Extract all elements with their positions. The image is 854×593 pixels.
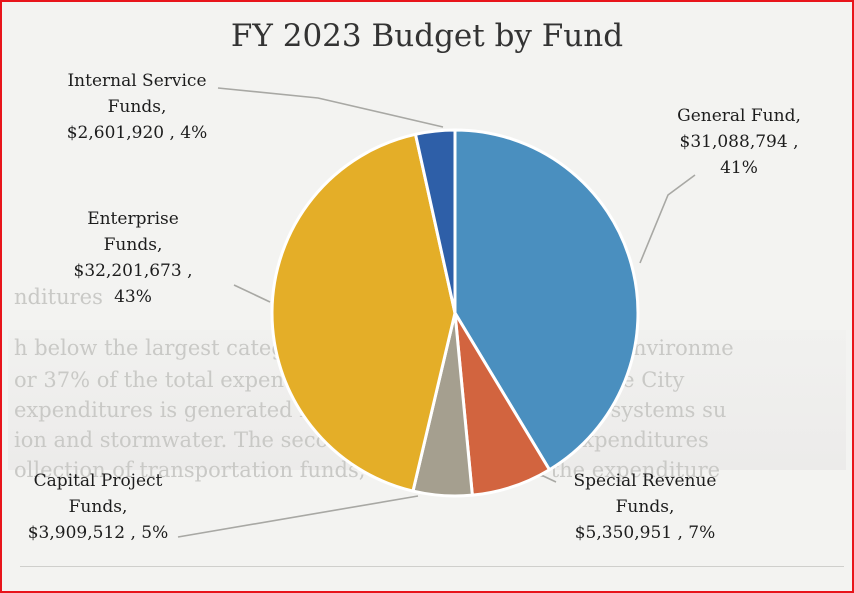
- label-capital-line: Capital Project: [33, 471, 163, 491]
- label-internal: Internal Service Funds, $2,601,920 , 4%: [52, 68, 222, 146]
- label-enterprise-line: $32,201,673 ,: [73, 261, 193, 281]
- label-special-line: Funds,: [615, 497, 675, 517]
- label-enterprise-line: Funds,: [103, 235, 163, 255]
- label-internal-line: $2,601,920 , 4%: [66, 123, 208, 143]
- leader-line-internal: [217, 87, 444, 128]
- divider: [20, 566, 844, 567]
- leader-line-capital: [177, 495, 419, 538]
- label-special-line: Special Revenue: [573, 471, 717, 491]
- label-enterprise-line: 43%: [114, 287, 152, 307]
- label-enterprise-line: Enterprise: [87, 209, 179, 229]
- label-enterprise: Enterprise Funds, $32,201,673 , 43%: [58, 206, 208, 310]
- background-heading: nditures: [14, 285, 103, 309]
- pie-slice-general: [453, 128, 640, 472]
- label-general: General Fund, $31,088,794 , 41%: [664, 103, 814, 181]
- leader-line-general: [639, 174, 696, 264]
- label-internal-line: Internal Service: [67, 71, 207, 91]
- label-capital-line: $3,909,512 , 5%: [27, 523, 169, 543]
- label-internal-line: Funds,: [107, 97, 167, 117]
- chart-title: FY 2023 Budget by Fund: [230, 18, 624, 54]
- label-special-line: $5,350,951 , 7%: [574, 523, 716, 543]
- label-special: Special Revenue Funds, $5,350,951 , 7%: [560, 468, 730, 546]
- label-general-line: $31,088,794 ,: [679, 132, 799, 152]
- label-capital: Capital Project Funds, $3,909,512 , 5%: [18, 468, 178, 546]
- leader-line-enterprise: [233, 284, 271, 303]
- pie-slice-internal: [414, 128, 457, 315]
- label-general-line: General Fund,: [677, 106, 801, 126]
- label-capital-line: Funds,: [68, 497, 128, 517]
- pie-slices: [270, 128, 640, 498]
- label-general-line: 41%: [720, 158, 758, 178]
- pie-slice-enterprise: [270, 132, 457, 493]
